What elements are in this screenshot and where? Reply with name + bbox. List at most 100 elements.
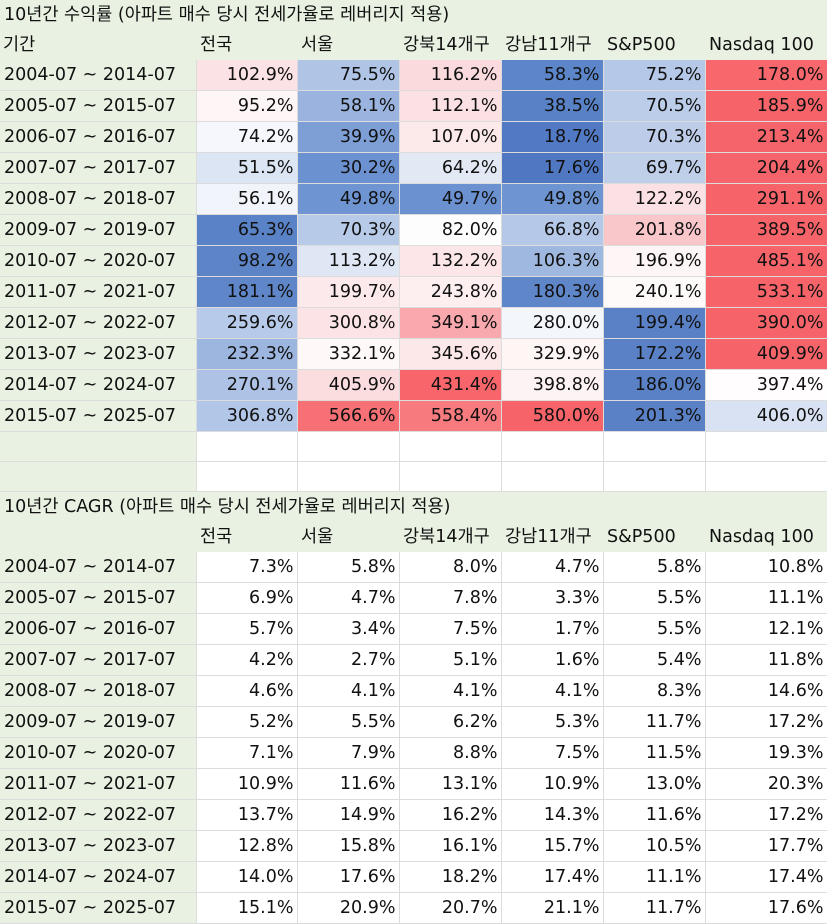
value-cell[interactable]: 49.8% bbox=[501, 183, 604, 215]
value-cell[interactable]: 201.8% bbox=[603, 214, 706, 246]
value-cell[interactable]: 232.3% bbox=[196, 338, 298, 370]
value-cell[interactable]: 5.1% bbox=[399, 644, 502, 676]
value-cell[interactable]: 20.9% bbox=[297, 892, 400, 924]
period-cell[interactable]: 2013-07 ~ 2023-07 bbox=[0, 338, 197, 370]
value-cell[interactable]: 58.1% bbox=[297, 90, 400, 122]
period-cell[interactable]: 2004-07 ~ 2014-07 bbox=[0, 60, 197, 91]
value-cell[interactable]: 2.7% bbox=[297, 644, 400, 676]
value-cell[interactable]: 397.4% bbox=[705, 369, 827, 401]
value-cell[interactable]: 116.2% bbox=[399, 60, 502, 91]
empty-cell[interactable] bbox=[0, 461, 197, 492]
value-cell[interactable]: 14.3% bbox=[501, 799, 604, 831]
value-cell[interactable]: 7.1% bbox=[196, 737, 298, 769]
value-cell[interactable]: 4.1% bbox=[399, 675, 502, 707]
value-cell[interactable]: 107.0% bbox=[399, 121, 502, 153]
value-cell[interactable]: 7.3% bbox=[196, 552, 298, 583]
period-cell[interactable]: 2011-07 ~ 2021-07 bbox=[0, 768, 197, 800]
value-cell[interactable]: 409.9% bbox=[705, 338, 827, 370]
period-cell[interactable]: 2009-07 ~ 2019-07 bbox=[0, 706, 197, 738]
value-cell[interactable]: 17.7% bbox=[705, 830, 827, 862]
value-cell[interactable]: 566.6% bbox=[297, 400, 400, 432]
value-cell[interactable]: 306.8% bbox=[196, 400, 298, 432]
value-cell[interactable]: 102.9% bbox=[196, 60, 298, 91]
value-cell[interactable]: 12.1% bbox=[705, 613, 827, 645]
value-cell[interactable]: 270.1% bbox=[196, 369, 298, 401]
value-cell[interactable]: 199.7% bbox=[297, 276, 400, 308]
value-cell[interactable]: 3.4% bbox=[297, 613, 400, 645]
empty-cell[interactable] bbox=[297, 431, 400, 462]
period-cell[interactable]: 2007-07 ~ 2017-07 bbox=[0, 152, 197, 184]
period-cell[interactable]: 2011-07 ~ 2021-07 bbox=[0, 276, 197, 308]
value-cell[interactable]: 17.6% bbox=[297, 861, 400, 893]
value-cell[interactable]: 533.1% bbox=[705, 276, 827, 308]
value-cell[interactable]: 11.6% bbox=[297, 768, 400, 800]
value-cell[interactable]: 11.1% bbox=[705, 582, 827, 614]
value-cell[interactable]: 8.0% bbox=[399, 552, 502, 583]
value-cell[interactable]: 82.0% bbox=[399, 214, 502, 246]
value-cell[interactable]: 7.5% bbox=[501, 737, 604, 769]
period-cell[interactable]: 2014-07 ~ 2024-07 bbox=[0, 861, 197, 893]
empty-cell[interactable] bbox=[705, 431, 827, 462]
period-cell[interactable]: 2008-07 ~ 2018-07 bbox=[0, 183, 197, 215]
empty-cell[interactable] bbox=[0, 431, 197, 462]
period-cell[interactable]: 2013-07 ~ 2023-07 bbox=[0, 830, 197, 862]
value-cell[interactable]: 6.9% bbox=[196, 582, 298, 614]
value-cell[interactable]: 3.3% bbox=[501, 582, 604, 614]
empty-cell[interactable] bbox=[501, 461, 604, 492]
value-cell[interactable]: 11.8% bbox=[705, 644, 827, 676]
value-cell[interactable]: 405.9% bbox=[297, 369, 400, 401]
value-cell[interactable]: 20.7% bbox=[399, 892, 502, 924]
period-cell[interactable]: 2007-07 ~ 2017-07 bbox=[0, 644, 197, 676]
value-cell[interactable]: 8.8% bbox=[399, 737, 502, 769]
value-cell[interactable]: 69.7% bbox=[603, 152, 706, 184]
value-cell[interactable]: 106.3% bbox=[501, 245, 604, 277]
value-cell[interactable]: 19.3% bbox=[705, 737, 827, 769]
value-cell[interactable]: 4.6% bbox=[196, 675, 298, 707]
value-cell[interactable]: 300.8% bbox=[297, 307, 400, 339]
value-cell[interactable]: 11.6% bbox=[603, 799, 706, 831]
value-cell[interactable]: 201.3% bbox=[603, 400, 706, 432]
value-cell[interactable]: 16.1% bbox=[399, 830, 502, 862]
value-cell[interactable]: 199.4% bbox=[603, 307, 706, 339]
value-cell[interactable]: 7.8% bbox=[399, 582, 502, 614]
value-cell[interactable]: 13.1% bbox=[399, 768, 502, 800]
value-cell[interactable]: 291.1% bbox=[705, 183, 827, 215]
value-cell[interactable]: 10.8% bbox=[705, 552, 827, 583]
value-cell[interactable]: 98.2% bbox=[196, 245, 298, 277]
value-cell[interactable]: 5.3% bbox=[501, 706, 604, 738]
value-cell[interactable]: 16.2% bbox=[399, 799, 502, 831]
value-cell[interactable]: 5.5% bbox=[603, 613, 706, 645]
empty-cell[interactable] bbox=[603, 461, 706, 492]
value-cell[interactable]: 5.5% bbox=[603, 582, 706, 614]
value-cell[interactable]: 1.6% bbox=[501, 644, 604, 676]
period-cell[interactable]: 2012-07 ~ 2022-07 bbox=[0, 307, 197, 339]
value-cell[interactable]: 132.2% bbox=[399, 245, 502, 277]
value-cell[interactable]: 349.1% bbox=[399, 307, 502, 339]
value-cell[interactable]: 186.0% bbox=[603, 369, 706, 401]
value-cell[interactable]: 113.2% bbox=[297, 245, 400, 277]
value-cell[interactable]: 13.0% bbox=[603, 768, 706, 800]
value-cell[interactable]: 14.9% bbox=[297, 799, 400, 831]
value-cell[interactable]: 398.8% bbox=[501, 369, 604, 401]
value-cell[interactable]: 5.8% bbox=[297, 552, 400, 583]
period-cell[interactable]: 2014-07 ~ 2024-07 bbox=[0, 369, 197, 401]
value-cell[interactable]: 196.9% bbox=[603, 245, 706, 277]
value-cell[interactable]: 75.5% bbox=[297, 60, 400, 91]
value-cell[interactable]: 11.5% bbox=[603, 737, 706, 769]
value-cell[interactable]: 65.3% bbox=[196, 214, 298, 246]
value-cell[interactable]: 4.7% bbox=[297, 582, 400, 614]
empty-cell[interactable] bbox=[705, 461, 827, 492]
value-cell[interactable]: 18.7% bbox=[501, 121, 604, 153]
period-cell[interactable]: 2012-07 ~ 2022-07 bbox=[0, 799, 197, 831]
value-cell[interactable]: 66.8% bbox=[501, 214, 604, 246]
value-cell[interactable]: 6.2% bbox=[399, 706, 502, 738]
value-cell[interactable]: 122.2% bbox=[603, 183, 706, 215]
value-cell[interactable]: 14.0% bbox=[196, 861, 298, 893]
value-cell[interactable]: 49.8% bbox=[297, 183, 400, 215]
value-cell[interactable]: 11.7% bbox=[603, 892, 706, 924]
empty-cell[interactable] bbox=[603, 431, 706, 462]
value-cell[interactable]: 10.5% bbox=[603, 830, 706, 862]
value-cell[interactable]: 70.3% bbox=[603, 121, 706, 153]
value-cell[interactable]: 112.1% bbox=[399, 90, 502, 122]
value-cell[interactable]: 4.1% bbox=[501, 675, 604, 707]
